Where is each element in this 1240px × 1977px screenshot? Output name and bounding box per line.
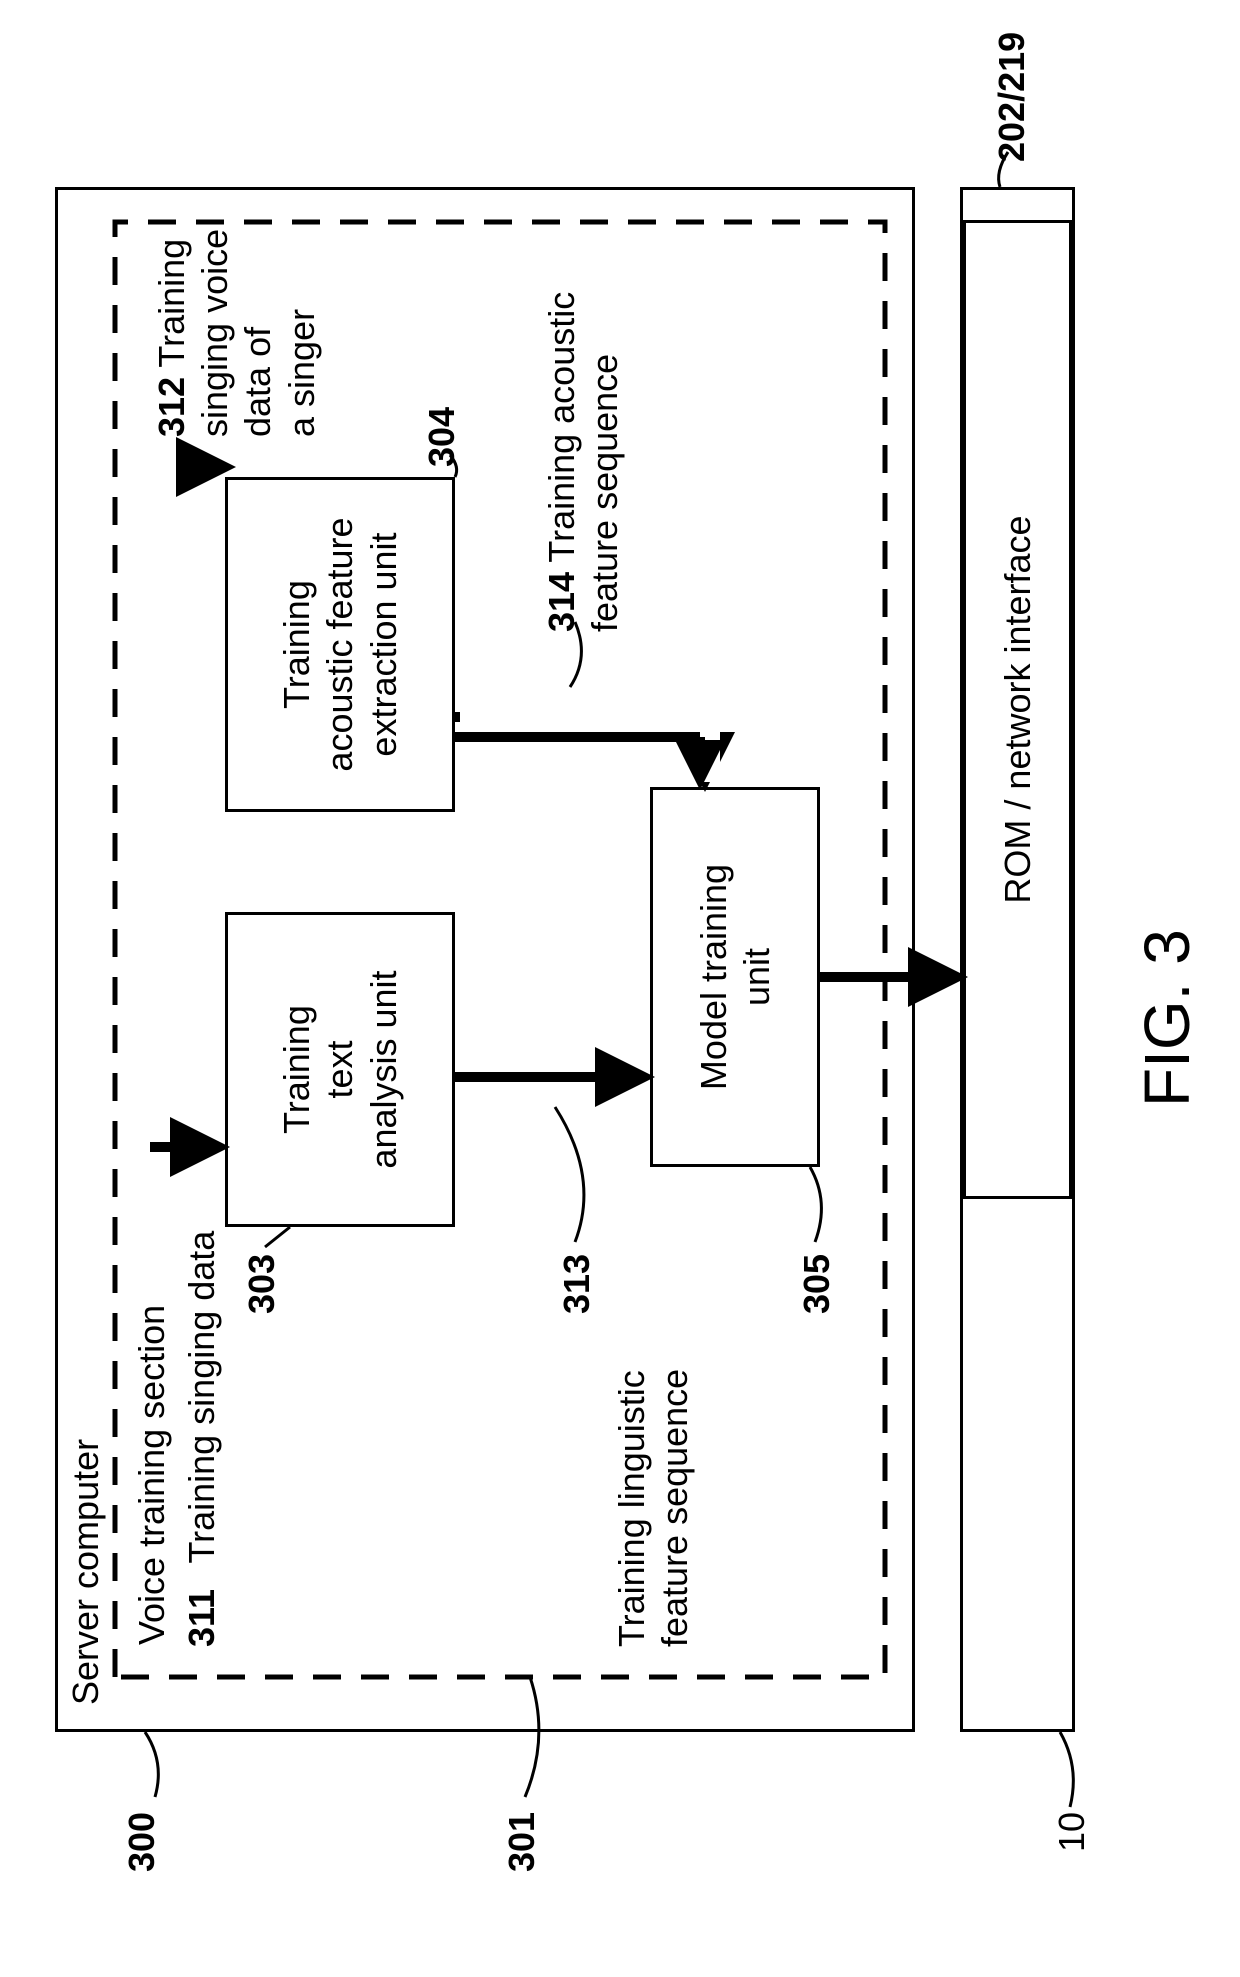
arrows-clean bbox=[0, 0, 1240, 1977]
diagram-stage: Server computer 300 Voice training secti… bbox=[0, 0, 1240, 1977]
figure-caption: FIG. 3 bbox=[1130, 929, 1204, 1107]
